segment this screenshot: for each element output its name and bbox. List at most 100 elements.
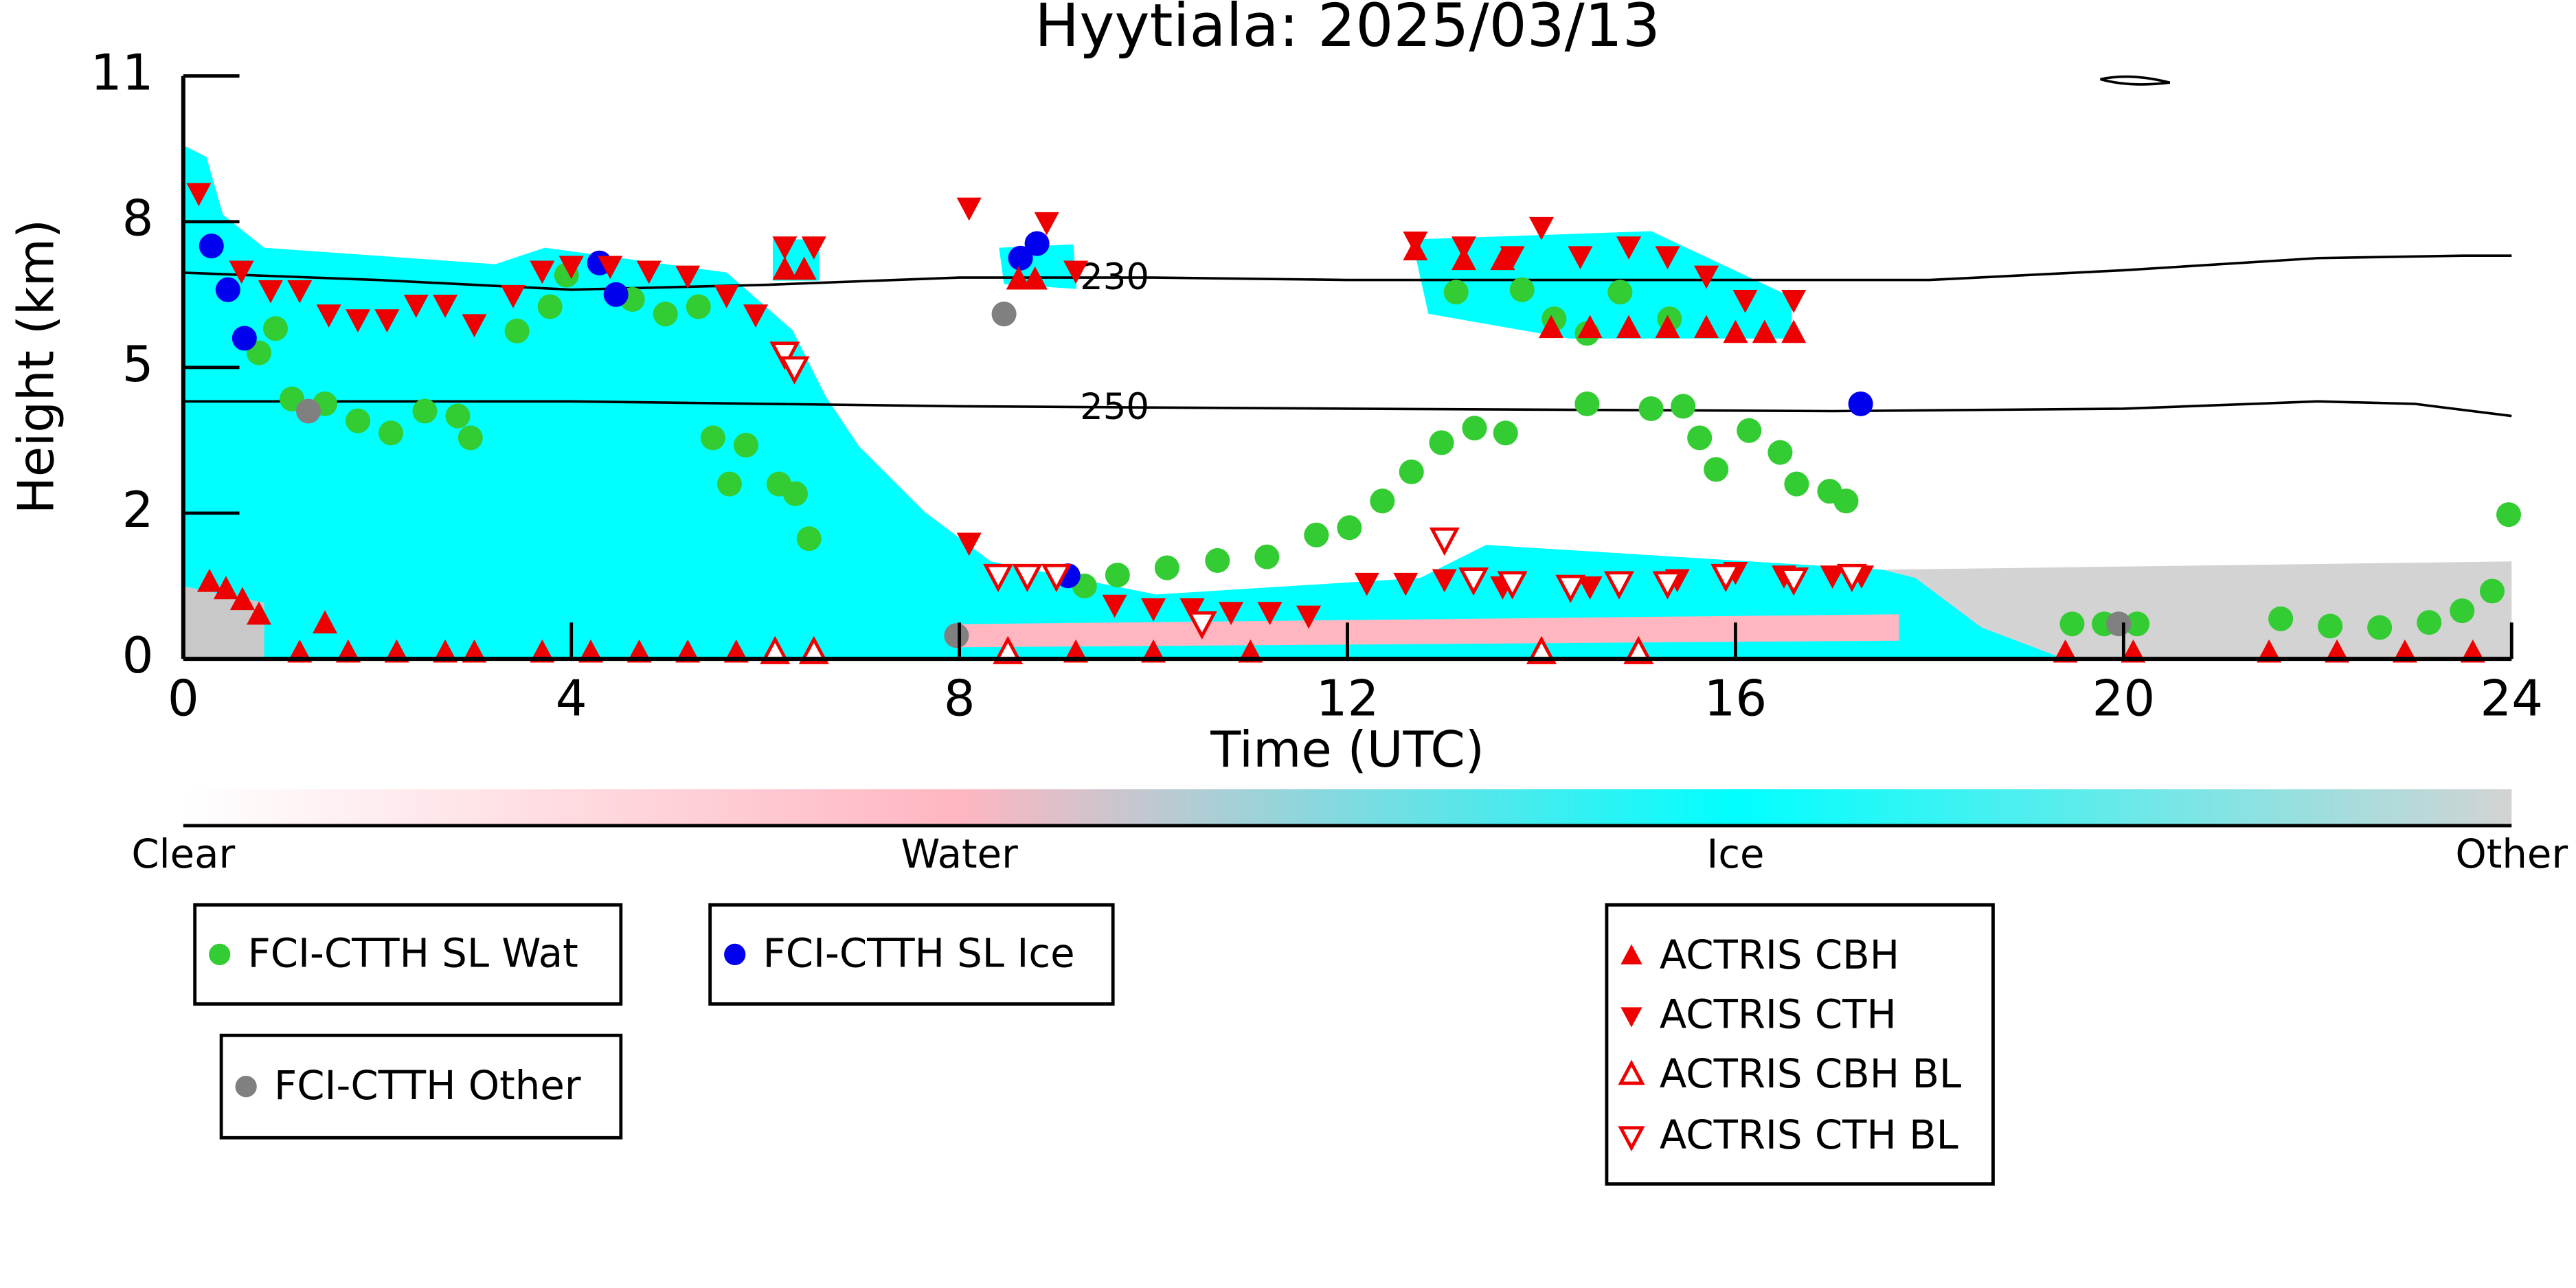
point: [993, 635, 1024, 664]
point: [716, 471, 742, 497]
colorbar-label: Water: [901, 831, 1018, 877]
point: [1458, 567, 1489, 596]
point: [246, 601, 272, 625]
point: [991, 302, 1017, 327]
point: [445, 403, 471, 429]
point: [1022, 266, 1048, 290]
point: [433, 295, 458, 318]
point: [1490, 247, 1515, 271]
point: [675, 265, 701, 289]
point: [1616, 236, 1642, 260]
colorbar-label: Ice: [1706, 831, 1764, 877]
point: [2053, 639, 2078, 663]
legend-marker: [1618, 1126, 1645, 1152]
point: [1767, 440, 1793, 465]
point: [1063, 260, 1089, 284]
point: [2417, 610, 2442, 635]
point: [2318, 613, 2343, 639]
point: [1219, 602, 1244, 626]
point: [1528, 216, 1555, 240]
point: [1603, 571, 1635, 600]
x-tick-label: 0: [168, 670, 199, 728]
colorbar-label: Other: [2455, 831, 2568, 877]
contour-line: [183, 254, 2512, 291]
point: [1655, 246, 1680, 270]
point: [215, 277, 240, 302]
point: [2121, 639, 2146, 663]
contour-label: 250: [1080, 386, 1149, 428]
point: [2496, 502, 2522, 528]
legend-marker: [724, 943, 746, 966]
point: [772, 256, 798, 280]
point: [2450, 598, 2475, 624]
point: [1102, 594, 1127, 618]
plot-area: 230 250: [183, 183, 2522, 664]
point: [312, 610, 338, 634]
point: [287, 639, 313, 663]
point: [636, 260, 662, 284]
point: [558, 256, 584, 280]
point: [1429, 527, 1460, 556]
point: [603, 282, 629, 307]
point: [1451, 236, 1477, 260]
point: [796, 526, 822, 552]
legend-box: [193, 903, 623, 1006]
point: [1304, 522, 1329, 547]
point: [462, 639, 487, 663]
point: [1781, 289, 1807, 313]
point: [374, 309, 400, 332]
legend-marker: [1620, 944, 1642, 964]
point: [1710, 563, 1741, 593]
point: [403, 295, 429, 318]
point: [1555, 574, 1586, 603]
point: [2325, 639, 2350, 663]
point: [1568, 246, 1593, 270]
point: [1652, 571, 1683, 600]
point: [1500, 246, 1525, 270]
point: [626, 639, 652, 663]
x-tick-label: 16: [1704, 670, 1767, 728]
point: [1820, 565, 1845, 589]
point: [1577, 576, 1603, 600]
colorbar-label: Clear: [131, 831, 235, 877]
point: [2460, 639, 2485, 663]
point: [295, 398, 321, 424]
point: [2392, 639, 2417, 663]
x-tick-label: 4: [556, 670, 587, 728]
point: [1784, 471, 1809, 497]
legend-label: FCI-CTTH SL Ice: [763, 929, 1075, 976]
legend-box: [219, 1033, 623, 1140]
point: [1638, 396, 1664, 421]
point: [213, 576, 238, 600]
point: [1732, 289, 1758, 313]
point: [598, 256, 623, 280]
point: [1254, 544, 1280, 569]
point: [1836, 563, 1867, 593]
point: [1370, 488, 1395, 514]
foreground: 0 4 8 12 16 20 24 0 2 5 8 11 Clear Water Ice Other FCI-C…: [91, 45, 2568, 1158]
point: [500, 284, 526, 308]
point: [1687, 425, 1713, 451]
point: [186, 183, 212, 207]
point: [1737, 418, 1762, 443]
point: [1623, 635, 1654, 664]
point: [457, 425, 483, 451]
point: [801, 236, 826, 260]
point: [1671, 394, 1696, 419]
point: [714, 284, 739, 308]
point: [1694, 315, 1719, 339]
point: [1497, 571, 1528, 600]
point: [782, 481, 808, 506]
point: [1012, 563, 1043, 593]
point: [1105, 563, 1130, 588]
y-tick-label: 0: [122, 627, 154, 685]
point: [1493, 420, 1518, 446]
point: [2257, 639, 2282, 663]
y-tick-label: 2: [122, 482, 154, 539]
point: [1526, 635, 1557, 664]
point: [1041, 563, 1072, 593]
point: [462, 314, 487, 338]
point: [262, 316, 289, 341]
point: [686, 294, 711, 319]
